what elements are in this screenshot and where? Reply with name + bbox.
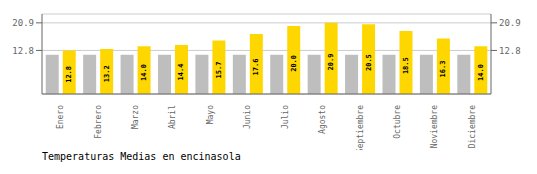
svg-text:Julio: Julio — [281, 105, 290, 129]
svg-text:Marzo: Marzo — [131, 105, 140, 129]
svg-text:14.0: 14.0 — [140, 64, 148, 81]
svg-text:Mayo: Mayo — [206, 105, 215, 124]
svg-text:16.3: 16.3 — [439, 61, 447, 78]
svg-text:20.0: 20.0 — [290, 55, 298, 72]
svg-text:15.7: 15.7 — [215, 62, 223, 79]
svg-text:20.9: 20.9 — [12, 18, 34, 28]
svg-text:20.9: 20.9 — [499, 18, 521, 28]
svg-text:20.9: 20.9 — [327, 54, 335, 71]
svg-text:Septiembre: Septiembre — [356, 105, 365, 150]
svg-text:20.5: 20.5 — [365, 54, 373, 71]
svg-text:Noviembre: Noviembre — [430, 105, 439, 149]
svg-text:14.0: 14.0 — [477, 64, 485, 81]
svg-text:13.2: 13.2 — [103, 65, 111, 82]
svg-text:Junio: Junio — [243, 105, 252, 129]
svg-text:Diciembre: Diciembre — [468, 105, 477, 149]
svg-text:14.4: 14.4 — [177, 64, 185, 81]
svg-text:12.8: 12.8 — [65, 66, 73, 83]
html-text:Temperaturas Medias en encinas: Temperaturas Medias en encinasola — [42, 151, 241, 162]
svg-text:12.8: 12.8 — [12, 46, 34, 56]
svg-text:12.8: 12.8 — [499, 46, 521, 56]
svg-text:Febrero: Febrero — [94, 105, 103, 139]
svg-text:Octubre: Octubre — [393, 105, 402, 139]
svg-text:Abril: Abril — [168, 105, 177, 129]
svg-text:Enero: Enero — [56, 105, 65, 129]
svg-text:17.6: 17.6 — [252, 59, 260, 76]
svg-text:18.5: 18.5 — [402, 57, 410, 74]
svg-text:Agosto: Agosto — [318, 105, 327, 134]
